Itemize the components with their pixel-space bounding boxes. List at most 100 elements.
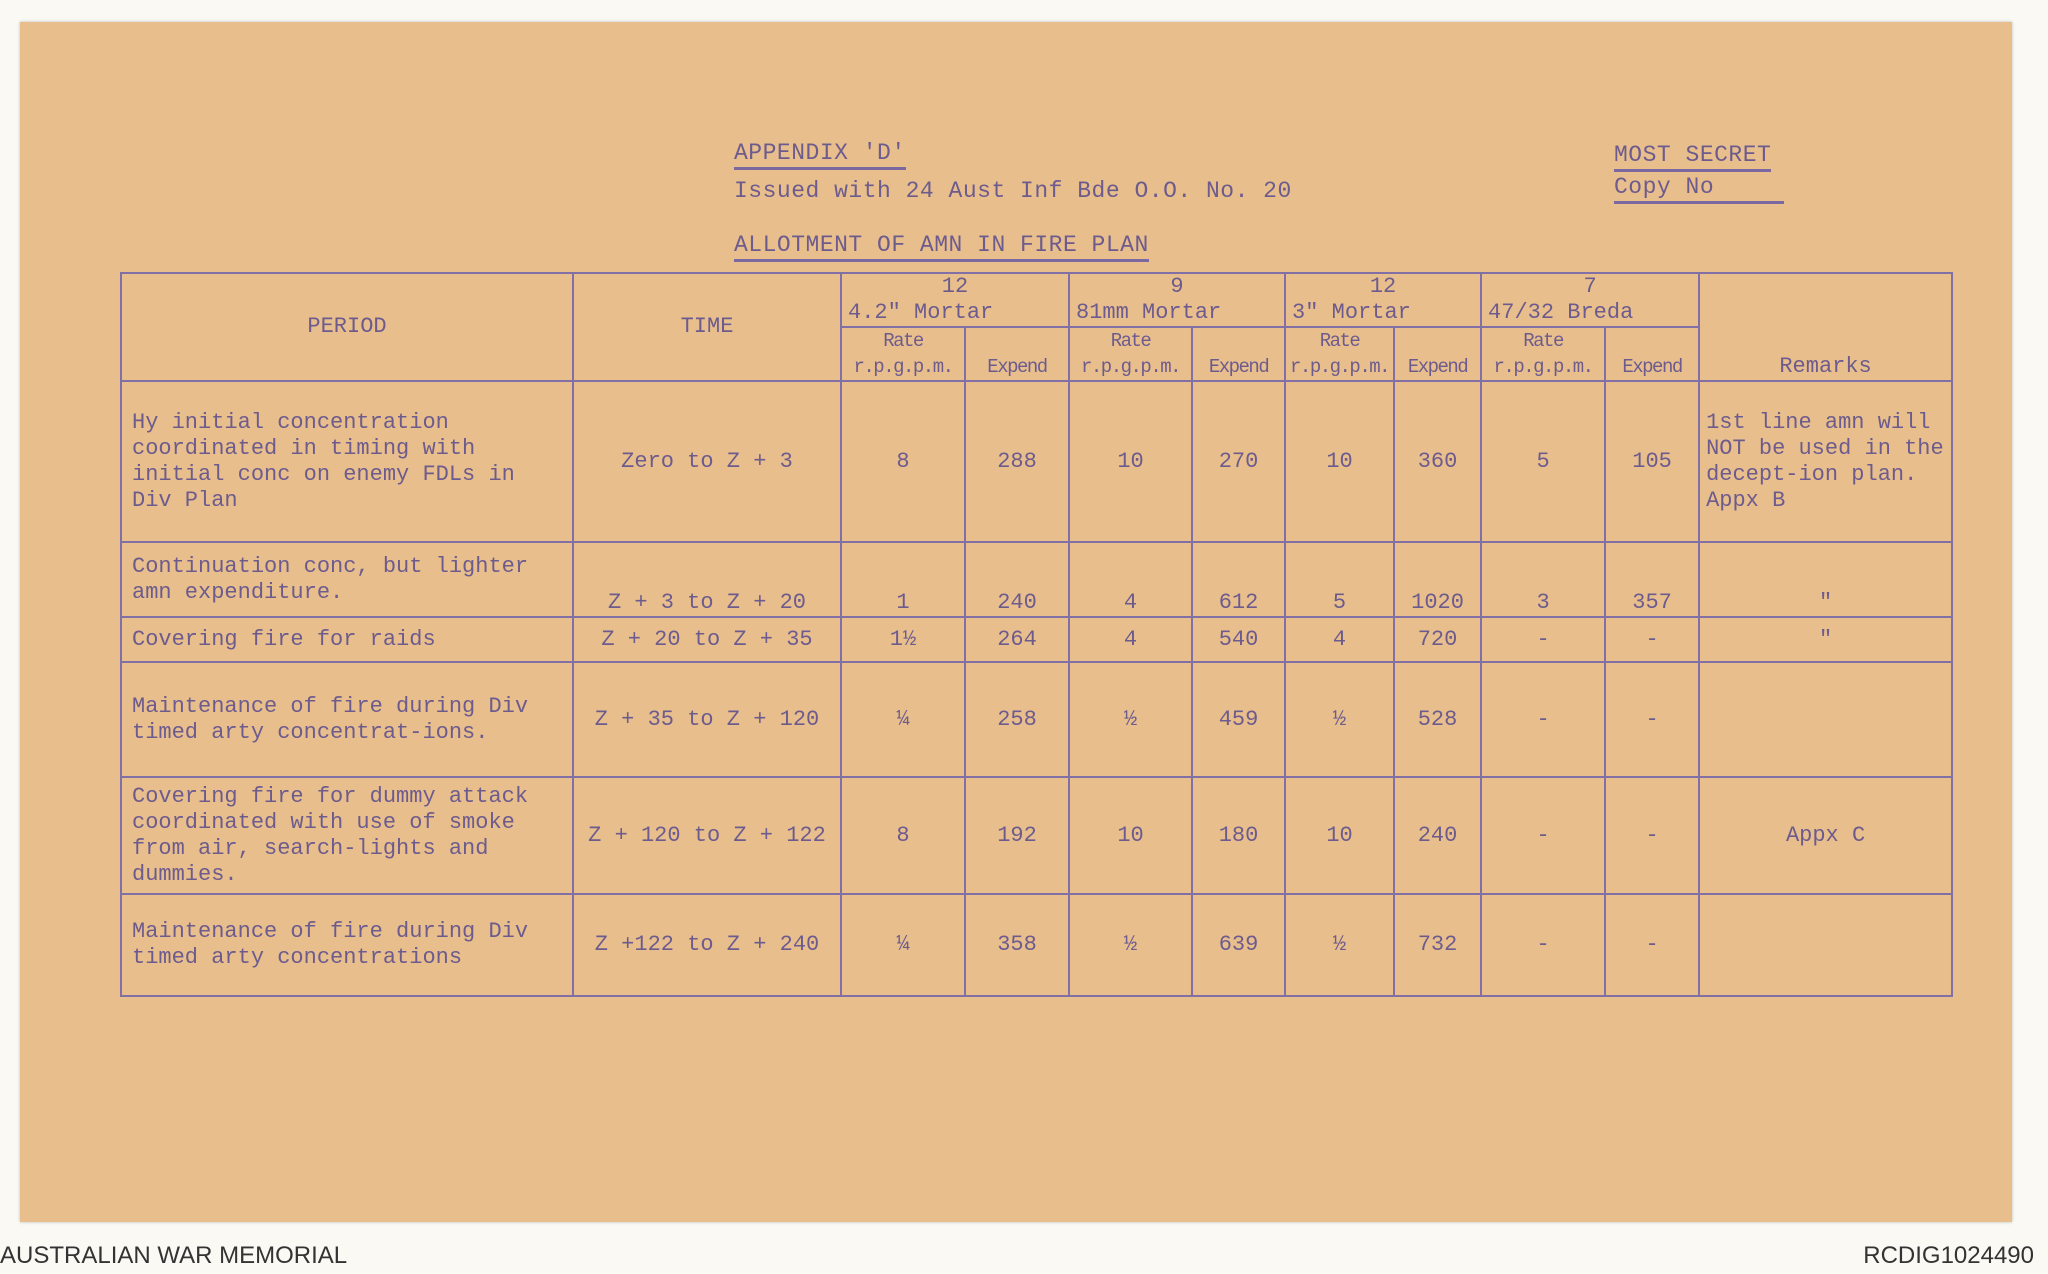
expend-cell: 357 xyxy=(1604,541,1701,618)
copy-no: Copy No xyxy=(1614,174,1784,204)
remarks-cell: Appx C xyxy=(1698,776,1954,895)
expend-header: Expend xyxy=(1393,326,1483,382)
rate-cell: ½ xyxy=(1284,661,1396,778)
remarks-header: Remarks xyxy=(1698,272,1954,382)
expend-cell: 720 xyxy=(1393,616,1483,663)
weapon-count: 9 xyxy=(1170,274,1184,299)
rate-label: Rate xyxy=(1319,330,1361,352)
expend-cell: - xyxy=(1604,893,1701,997)
period-cell: Continuation conc, but lighter amn expen… xyxy=(120,541,574,618)
weapon-count: 7 xyxy=(1583,274,1597,299)
rate-cell: - xyxy=(1480,776,1607,895)
rate-unit: r.p.g.p.m. xyxy=(1290,356,1391,378)
rate-unit: r.p.g.p.m. xyxy=(853,356,954,378)
weapon-header: 12 3" Mortar xyxy=(1284,272,1483,328)
rate-cell: - xyxy=(1480,661,1607,778)
expend-header: Expend xyxy=(1604,326,1701,382)
expend-cell: - xyxy=(1604,661,1701,778)
expend-cell: 288 xyxy=(963,380,1071,543)
expend-cell: 528 xyxy=(1393,661,1483,778)
rate-unit: r.p.g.p.m. xyxy=(1081,356,1182,378)
rate-cell: 10 xyxy=(1068,776,1194,895)
time-cell: Z +122 to Z + 240 xyxy=(572,893,842,997)
subheader-row: Rate r.p.g.p.m. Expend Rate r.p.g.p.m. Exp… xyxy=(121,326,1952,382)
rate-cell: ½ xyxy=(1068,893,1194,997)
table-row: Covering fire for dummy attack coordinat… xyxy=(120,776,1954,895)
period-cell: Maintenance of fire during Div timed art… xyxy=(120,893,574,997)
document-title: ALLOTMENT OF AMN IN FIRE PLAN xyxy=(734,232,1149,262)
table-row: Maintenance of fire during Div timed art… xyxy=(120,661,1954,778)
expend-cell: 360 xyxy=(1393,380,1483,543)
expend-cell: - xyxy=(1604,776,1701,895)
appendix-label: APPENDIX 'D' xyxy=(734,140,906,170)
expend-cell: 732 xyxy=(1393,893,1483,997)
expend-cell: 639 xyxy=(1191,893,1287,997)
weapon-header: 9 81mm Mortar xyxy=(1068,272,1287,328)
remarks-cell xyxy=(1698,661,1954,778)
rate-label: Rate xyxy=(883,330,924,352)
expend-cell: 1020 xyxy=(1393,541,1483,618)
rate-cell: - xyxy=(1480,616,1607,663)
rate-label: Rate xyxy=(1523,330,1564,352)
source-label: AUSTRALIAN WAR MEMORIAL xyxy=(0,1242,348,1269)
classification: MOST SECRET xyxy=(1614,142,1772,172)
record-id: RCDIG1024490 xyxy=(1863,1242,2034,1269)
rate-cell: 8 xyxy=(840,776,966,895)
rate-cell: 10 xyxy=(1284,380,1396,543)
expend-cell: 240 xyxy=(963,541,1071,618)
remarks-cell: " xyxy=(1698,541,1954,618)
rate-cell: 4 xyxy=(1068,541,1194,618)
time-cell: Z + 120 to Z + 122 xyxy=(572,776,842,895)
weapon-name: 4.2" Mortar xyxy=(848,300,994,325)
weapon-name: 81mm Mortar xyxy=(1076,300,1222,325)
expend-cell: 612 xyxy=(1191,541,1287,618)
remarks-cell: 1st line amn will NOT be used in the dec… xyxy=(1698,380,1954,543)
rate-cell: ¼ xyxy=(840,893,966,997)
period-cell: Covering fire for raids xyxy=(120,616,574,663)
rate-cell: 4 xyxy=(1284,616,1396,663)
rate-label: Rate xyxy=(1110,330,1152,352)
expend-cell: 264 xyxy=(963,616,1071,663)
remarks-cell: " xyxy=(1698,616,1954,663)
rate-cell: 8 xyxy=(840,380,966,543)
rate-header: Rate r.p.g.p.m. xyxy=(1480,326,1607,382)
rate-cell: 1½ xyxy=(840,616,966,663)
time-cell: Z + 35 to Z + 120 xyxy=(572,661,842,778)
weapon-name: 47/32 Breda xyxy=(1488,300,1634,325)
rate-cell: 5 xyxy=(1480,380,1607,543)
time-cell: Zero to Z + 3 xyxy=(572,380,842,543)
period-cell: Covering fire for dummy attack coordinat… xyxy=(120,776,574,895)
time-header: TIME xyxy=(572,272,842,382)
expend-cell: - xyxy=(1604,616,1701,663)
period-cell: Hy initial concentration coordinated in … xyxy=(120,380,574,543)
rate-cell: ½ xyxy=(1068,661,1194,778)
rate-cell: ½ xyxy=(1284,893,1396,997)
rate-unit: r.p.g.p.m. xyxy=(1493,356,1595,378)
expend-cell: 258 xyxy=(963,661,1071,778)
table-row: Continuation conc, but lighter amn expen… xyxy=(120,541,1954,618)
issued-line: Issued with 24 Aust Inf Bde O.O. No. 20 xyxy=(734,178,1292,204)
rate-cell: 10 xyxy=(1068,380,1194,543)
weapon-name: 3" Mortar xyxy=(1292,300,1411,325)
expend-cell: 192 xyxy=(963,776,1071,895)
rate-header: Rate r.p.g.p.m. xyxy=(840,326,966,382)
rate-cell: 1 xyxy=(840,541,966,618)
expend-header: Expend xyxy=(963,326,1071,382)
fire-plan-table: PERIOD TIME 12 4.2" Mortar 9 81mm Mortar 1… xyxy=(120,272,1954,997)
time-cell: Z + 3 to Z + 20 xyxy=(572,541,842,618)
expend-cell: 270 xyxy=(1191,380,1287,543)
weapon-count: 12 xyxy=(941,274,969,299)
rate-cell: 5 xyxy=(1284,541,1396,618)
table-row: Covering fire for raids Z + 20 to Z + 35 1… xyxy=(120,616,1954,663)
rate-cell: - xyxy=(1480,893,1607,997)
table-row: Maintenance of fire during Div timed art… xyxy=(120,893,1954,997)
expend-cell: 540 xyxy=(1191,616,1287,663)
expend-cell: 105 xyxy=(1604,380,1701,543)
period-cell: Maintenance of fire during Div timed art… xyxy=(120,661,574,778)
expend-cell: 180 xyxy=(1191,776,1287,895)
rate-header: Rate r.p.g.p.m. xyxy=(1284,326,1396,382)
rate-cell: ¼ xyxy=(840,661,966,778)
expend-cell: 358 xyxy=(963,893,1071,997)
rate-cell: 4 xyxy=(1068,616,1194,663)
period-header: PERIOD xyxy=(120,272,574,382)
